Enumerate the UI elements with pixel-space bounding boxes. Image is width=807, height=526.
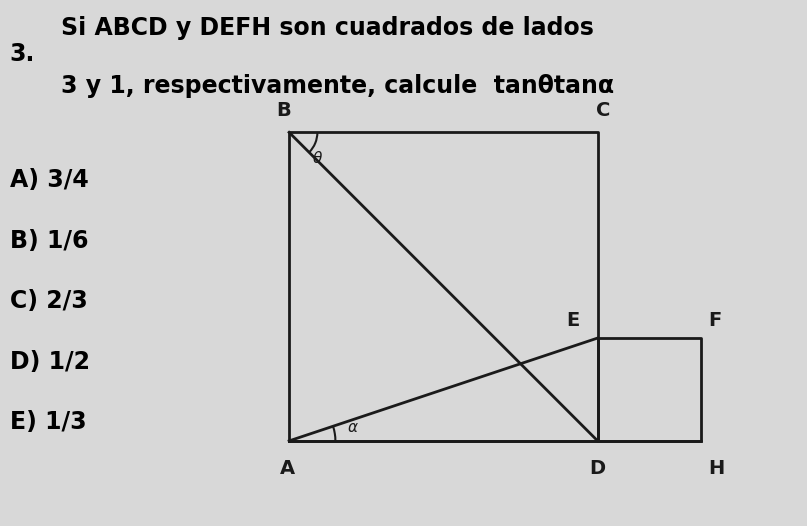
Text: B: B: [277, 101, 291, 120]
Text: 3.: 3.: [10, 42, 35, 66]
Text: E: E: [566, 311, 579, 330]
Text: $\theta$: $\theta$: [312, 150, 324, 166]
Text: Si ABCD y DEFH son cuadrados de lados: Si ABCD y DEFH son cuadrados de lados: [61, 16, 593, 40]
Text: C) 2/3: C) 2/3: [10, 289, 87, 313]
Text: F: F: [709, 311, 722, 330]
Text: A) 3/4: A) 3/4: [10, 168, 89, 193]
Text: A: A: [279, 459, 295, 479]
Text: 3 y 1, respectivamente, calcule  tanθtanα: 3 y 1, respectivamente, calcule tanθtanα: [61, 74, 613, 98]
Text: $\alpha$: $\alpha$: [347, 420, 359, 435]
Text: H: H: [709, 459, 725, 479]
Text: D: D: [590, 459, 606, 479]
Text: D) 1/2: D) 1/2: [10, 350, 90, 374]
Text: C: C: [596, 101, 610, 120]
Text: B) 1/6: B) 1/6: [10, 229, 88, 253]
Text: E) 1/3: E) 1/3: [10, 410, 86, 434]
